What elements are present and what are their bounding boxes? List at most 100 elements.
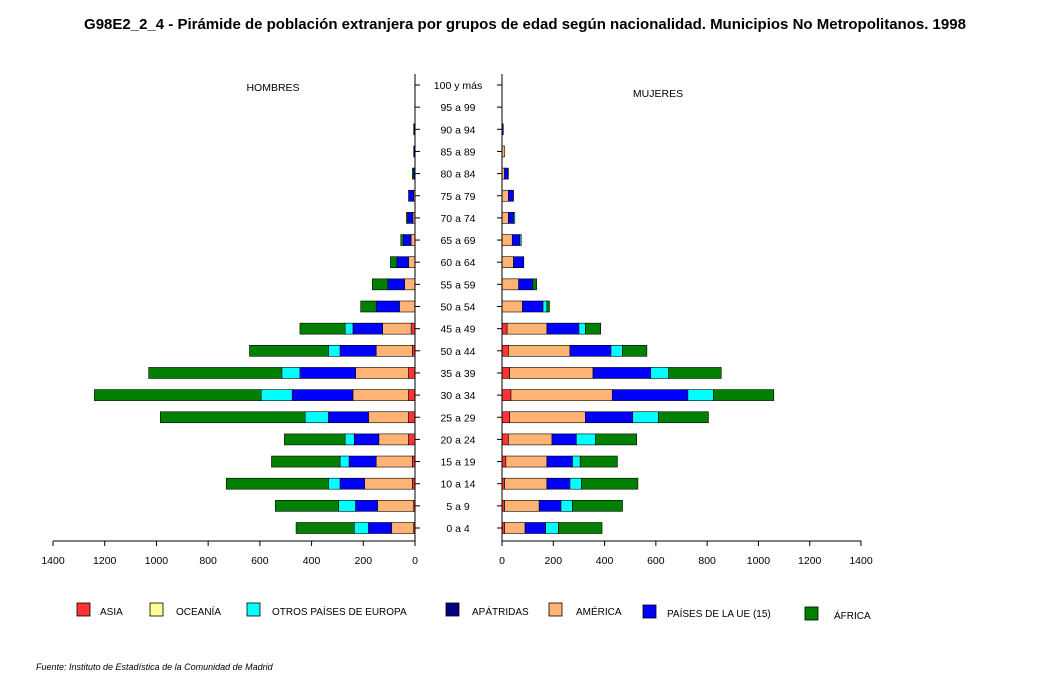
bar-mujeres-america [501, 212, 509, 224]
bar-mujeres-africa [558, 522, 603, 534]
bar-mujeres-otros-paises-de-europa [610, 344, 623, 357]
bar-hombres-otros-paises-de-europa [353, 522, 369, 534]
bar-hombres-asia [408, 433, 416, 446]
bar-mujeres-paises-de-la-ue-15 [518, 278, 534, 291]
bar-hombres-paises-de-la-ue-15 [348, 455, 377, 468]
bar-hombres-america [375, 455, 413, 468]
bar-mujeres-africa [546, 300, 550, 313]
bar-mujeres-america [509, 411, 586, 424]
category-label: 65 a 69 [440, 235, 475, 247]
bar-hombres-africa [360, 300, 377, 313]
bar-mujeres-africa [581, 477, 639, 490]
bar-mujeres-paises-de-la-ue-15 [585, 411, 634, 424]
left-x-tick-label: 1200 [93, 555, 117, 567]
bar-mujeres-africa [595, 433, 637, 446]
category-label: 95 a 99 [440, 102, 475, 114]
bar-hombres-paises-de-la-ue-15 [353, 433, 380, 446]
bar-mujeres-otros-paises-de-europa [569, 477, 582, 490]
bar-mujeres-africa [585, 322, 602, 335]
bar-mujeres-paises-de-la-ue-15 [551, 433, 577, 446]
category-label: 20 a 24 [440, 434, 475, 446]
bar-hombres-america [408, 256, 416, 269]
category-label: 85 a 89 [440, 146, 475, 158]
bar-hombres-paises-de-la-ue-15 [368, 522, 393, 534]
bar-mujeres-paises-de-la-ue-15 [513, 256, 525, 269]
legend-swatch-africa [804, 606, 819, 621]
bar-mujeres-paises-de-la-ue-15 [522, 300, 544, 313]
bar-hombres-america [399, 300, 416, 313]
bar-mujeres-asia [501, 389, 512, 401]
bar-hombres-paises-de-la-ue-15 [408, 189, 415, 202]
bar-mujeres-america [504, 477, 548, 490]
right-x-tick-label: 800 [698, 555, 716, 567]
legend-label-oceania: OCEANÍA [176, 605, 221, 618]
bar-mujeres-paises-de-la-ue-15 [546, 477, 571, 490]
bar-hombres-otros-paises-de-europa [339, 455, 350, 468]
bar-mujeres-otros-paises-de-europa [545, 522, 559, 534]
bar-hombres-asia [408, 389, 416, 401]
bar-mujeres-africa [658, 411, 709, 424]
bar-hombres-america [382, 322, 412, 335]
axes-layer: 100 y más 95 a 99 90 a 94 85 a 89 80 a 84 75 … [41, 74, 873, 567]
bar-mujeres-paises-de-la-ue-15 [508, 189, 514, 202]
bar-hombres-asia [410, 322, 416, 335]
bar-mujeres-paises-de-la-ue-15 [511, 234, 521, 246]
legend-swatch-apatridas [445, 602, 460, 617]
legend-label-paises-de-la-ue-15: PAÍSES DE LA UE (15) [667, 607, 771, 620]
bar-mujeres-america [501, 256, 514, 269]
bar-mujeres-paises-de-la-ue-15 [592, 367, 652, 379]
bar-mujeres-otros-paises-de-europa [572, 455, 581, 468]
bar-hombres-paises-de-la-ue-15 [352, 322, 383, 335]
legend-label-africa: ÁFRICA [834, 609, 871, 622]
category-label: 5 a 9 [446, 501, 470, 513]
bar-mujeres-otros-paises-de-europa [687, 389, 714, 401]
bar-hombres-africa [284, 433, 346, 446]
bar-mujeres-asia [501, 455, 507, 468]
bar-hombres-america [378, 433, 409, 446]
bar-mujeres-otros-paises-de-europa [578, 322, 586, 335]
left-x-tick-label: 1400 [41, 555, 65, 567]
category-label: 60 a 64 [440, 257, 475, 269]
bar-mujeres-otros-paises-de-europa [576, 433, 596, 446]
bar-mujeres-america [504, 500, 540, 512]
bar-mujeres-africa [713, 389, 775, 401]
bar-hombres-paises-de-la-ue-15 [339, 344, 377, 357]
bar-mujeres-america [509, 367, 594, 379]
bar-hombres-africa [299, 322, 346, 335]
bar-mujeres-asia [501, 433, 509, 446]
bar-hombres-america [391, 522, 415, 534]
source-note: Fuente: Instituto de Estadística de la C… [36, 662, 273, 672]
bar-mujeres-america [510, 389, 613, 401]
legend-label-asia: ASIA [100, 607, 123, 618]
chart-title: G98E2_2_4 - Pirámide de población extran… [84, 16, 966, 33]
bar-mujeres-america [506, 322, 548, 335]
bar-hombres-africa [400, 234, 404, 246]
bar-mujeres-america [505, 455, 548, 468]
category-label: 90 a 94 [440, 124, 475, 136]
bar-mujeres-paises-de-la-ue-15 [546, 322, 580, 335]
right-x-tick-label: 400 [596, 555, 614, 567]
bar-hombres-asia [408, 411, 416, 424]
bar-mujeres-africa [579, 455, 618, 468]
bar-mujeres-otros-paises-de-europa [519, 234, 522, 246]
bar-hombres-africa [275, 500, 340, 512]
bar-mujeres-otros-paises-de-europa [542, 300, 548, 313]
left-x-tick-label: 1000 [145, 555, 169, 567]
bar-hombres-asia [408, 367, 416, 379]
bar-hombres-otros-paises-de-europa [344, 322, 354, 335]
category-label: 80 a 84 [440, 169, 475, 181]
bar-mujeres-africa [532, 278, 537, 291]
bar-mujeres-paises-de-la-ue-15 [546, 455, 573, 468]
legend-swatch-oceania [149, 602, 164, 617]
bar-hombres-america [364, 477, 413, 490]
bar-mujeres-asia [501, 367, 510, 379]
bar-hombres-america [355, 367, 409, 379]
category-label: 30 a 34 [440, 390, 475, 402]
bar-hombres-africa [94, 389, 262, 401]
bar-mujeres-otros-paises-de-europa [560, 500, 573, 512]
bar-mujeres-africa [572, 500, 623, 512]
bar-hombres-africa [160, 411, 306, 424]
bar-hombres-otros-paises-de-europa [328, 344, 341, 357]
category-label: 70 a 74 [440, 213, 475, 225]
